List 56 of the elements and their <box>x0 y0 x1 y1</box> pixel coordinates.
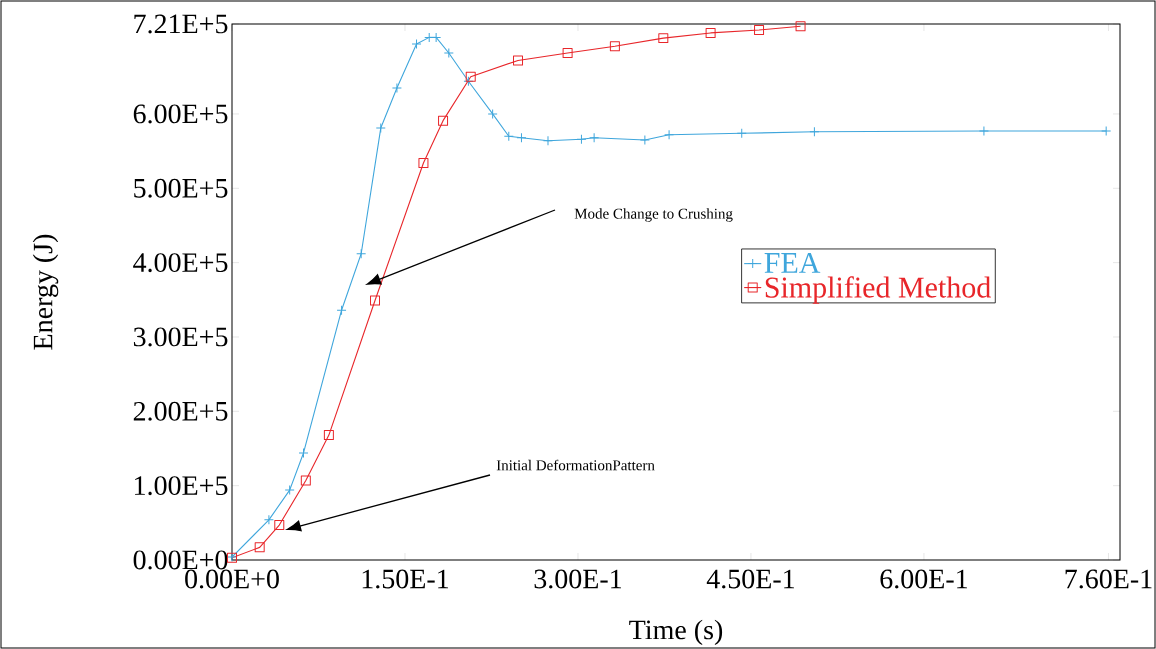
y-tick-label: 1.00E+5 <box>135 476 228 496</box>
point <box>284 485 295 496</box>
point <box>736 128 747 139</box>
point <box>1101 126 1112 137</box>
point <box>254 542 265 553</box>
point <box>418 158 429 169</box>
y-axis-title: Energy (J) <box>32 234 59 350</box>
point <box>664 129 675 140</box>
point <box>513 55 524 66</box>
y-tick-label: 6.00E+5 <box>133 104 228 124</box>
point <box>375 123 386 134</box>
point <box>978 126 989 137</box>
y-tick-label: 7.21E+5 <box>134 14 228 34</box>
point <box>356 248 367 259</box>
point <box>516 132 527 143</box>
x-tick-label: 3.00E-1 <box>534 569 622 589</box>
y-tick-label: 3.00E+5 <box>133 327 228 347</box>
x-tick-label: 1.50E-1 <box>362 569 449 589</box>
legend-label: Simplified Method <box>765 276 991 304</box>
point <box>411 39 422 50</box>
point <box>443 47 454 58</box>
y-tick-label: 4.00E+5 <box>133 253 228 273</box>
point <box>543 135 553 146</box>
y-tick-label: 5.00E+5 <box>134 178 228 198</box>
point <box>263 514 274 525</box>
point <box>336 305 347 316</box>
x-tick-label: 0.00E+0 <box>185 569 279 589</box>
point <box>298 447 309 458</box>
point <box>274 520 285 531</box>
point <box>487 108 498 119</box>
point <box>562 47 573 58</box>
point <box>658 33 669 44</box>
point <box>503 131 514 142</box>
annotation: Mode Change to Crushing <box>574 208 733 222</box>
point <box>465 71 476 82</box>
point <box>589 132 600 143</box>
y-tick-label: 2.00E+5 <box>133 401 228 421</box>
point <box>300 475 311 486</box>
point <box>809 126 820 137</box>
point <box>576 134 587 145</box>
x-axis-title: Time (s) <box>629 619 723 646</box>
point <box>639 134 650 145</box>
y-tick-label: 0.00E+0 <box>133 550 228 570</box>
point <box>370 295 381 306</box>
point <box>609 41 620 52</box>
point <box>705 27 716 38</box>
x-tick-label: 7.60E-1 <box>1065 569 1152 589</box>
x-tick-label: 4.50E-1 <box>706 569 794 589</box>
legend-label: FEA <box>764 252 821 273</box>
point <box>391 82 402 93</box>
point <box>438 115 449 126</box>
point <box>754 24 765 35</box>
annotation: Initial DeformationPattern <box>496 459 655 471</box>
point <box>323 430 334 441</box>
point <box>795 21 806 32</box>
x-tick-label: 6.00E-1 <box>880 569 967 589</box>
